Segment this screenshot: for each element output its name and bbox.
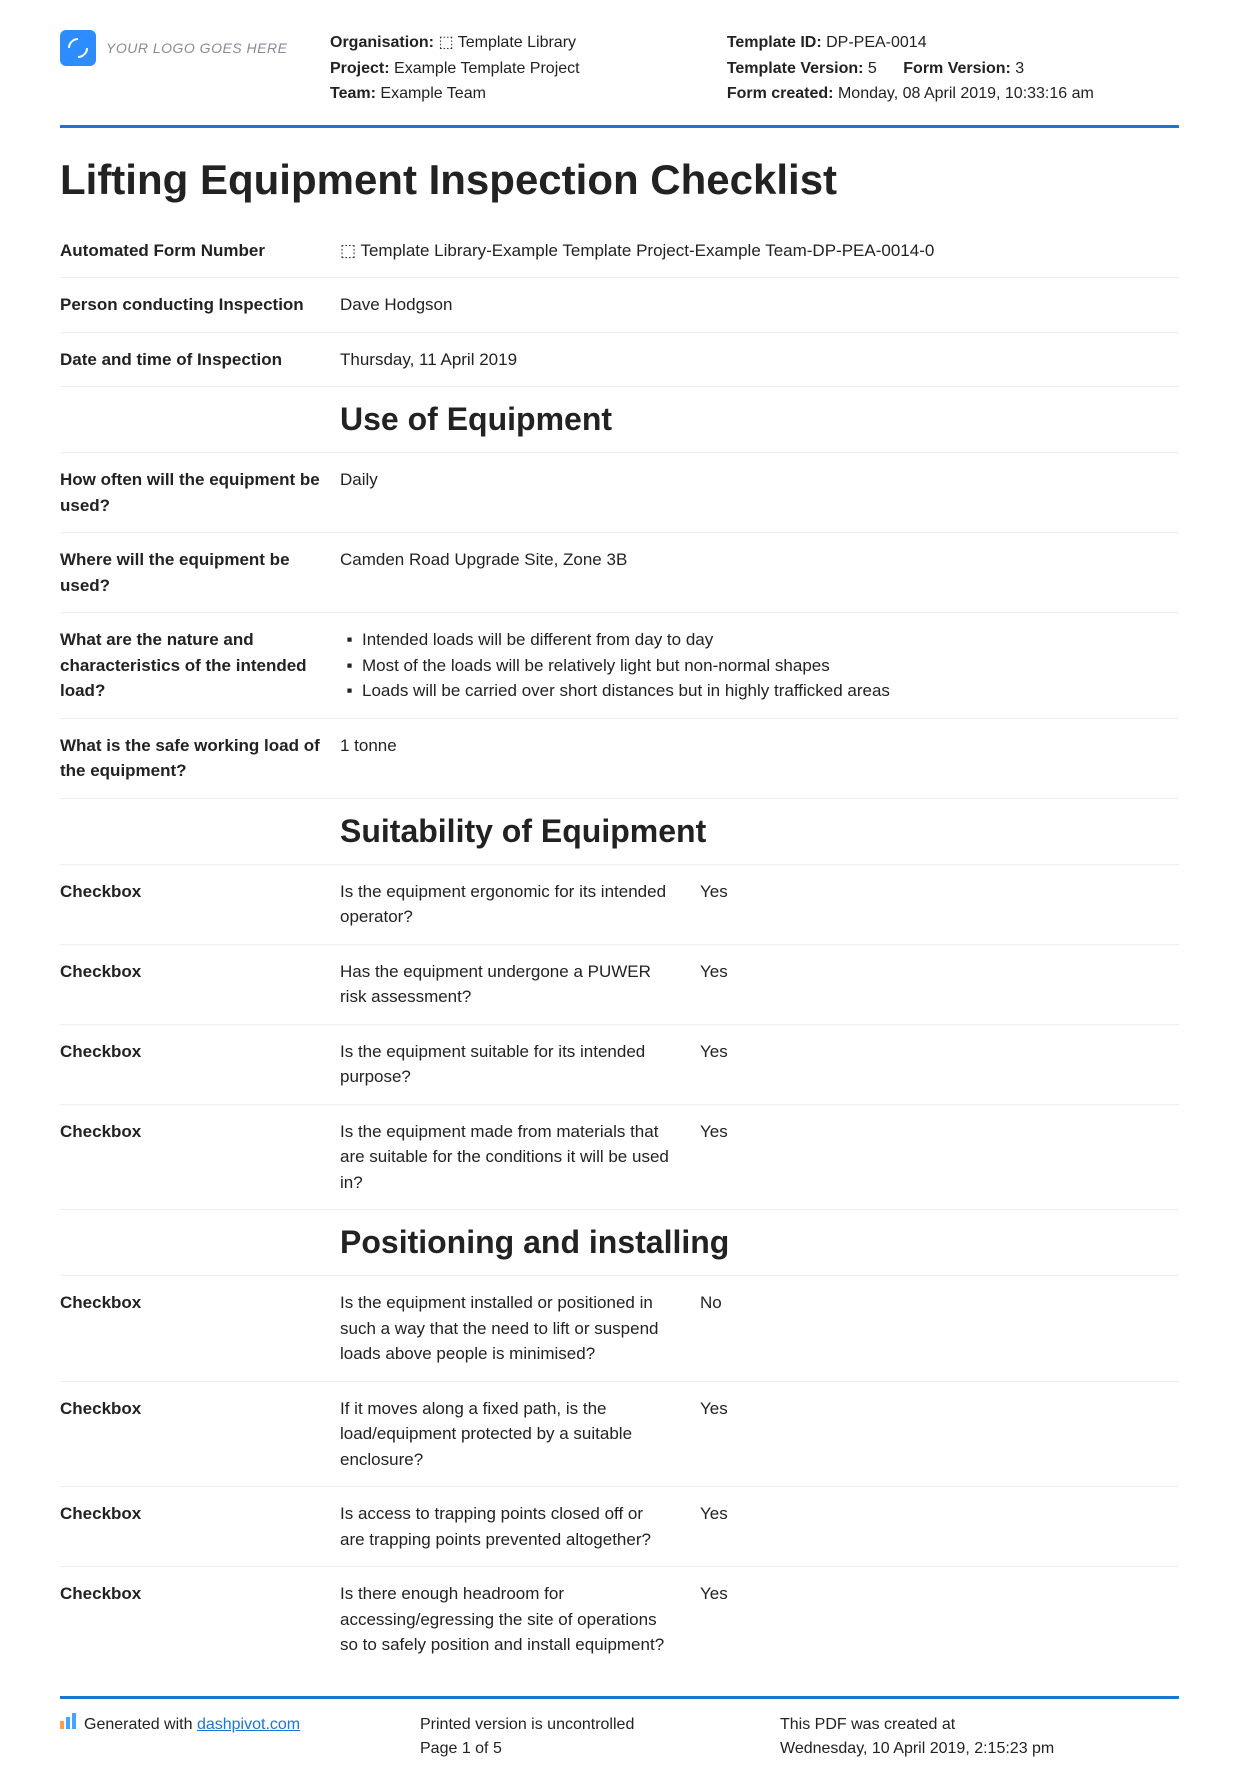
swl-value: 1 tonne (340, 733, 1179, 784)
team-label: Team: (330, 85, 376, 102)
datetime-label: Date and time of Inspection (60, 347, 340, 373)
suitability-row-3: Checkbox Is the equipment suitable for i… (60, 1025, 1179, 1105)
suitability-row-2: Checkbox Has the equipment undergone a P… (60, 945, 1179, 1025)
section-suitability-heading-row: Suitability of Equipment (60, 799, 1179, 865)
positioning-row-4: Checkbox Is there enough headroom for ac… (60, 1567, 1179, 1672)
positioning-a1: No (700, 1290, 1179, 1367)
template-version-label: Template Version: (727, 60, 864, 77)
logo-placeholder-text: YOUR LOGO GOES HERE (106, 40, 287, 56)
how-often-value: Daily (340, 467, 1179, 518)
form-number-label: Automated Form Number (60, 238, 340, 264)
suitability-row-4: Checkbox Is the equipment made from mate… (60, 1105, 1179, 1211)
field-nature: What are the nature and characteristics … (60, 613, 1179, 719)
nature-item-1: Intended loads will be different from da… (362, 627, 1179, 653)
nature-value: Intended loads will be different from da… (340, 627, 1179, 704)
suitability-a4: Yes (700, 1119, 1179, 1196)
checkbox-label: Checkbox (60, 1581, 340, 1658)
positioning-a3: Yes (700, 1501, 1179, 1552)
document-footer: Generated with dashpivot.com Printed ver… (60, 1696, 1179, 1761)
nature-item-2: Most of the loads will be relatively lig… (362, 653, 1179, 679)
bar-chart-icon (60, 1713, 76, 1729)
field-how-often: How often will the equipment be used? Da… (60, 453, 1179, 533)
positioning-q4: Is there enough headroom for accessing/e… (340, 1581, 700, 1658)
suitability-a1: Yes (700, 879, 1179, 930)
positioning-q2: If it moves along a fixed path, is the l… (340, 1396, 700, 1473)
checkbox-label: Checkbox (60, 1119, 340, 1196)
generated-prefix: Generated with (84, 1716, 197, 1733)
template-version-value: 5 (868, 60, 877, 77)
positioning-q1: Is the equipment installed or positioned… (340, 1290, 700, 1367)
document-header: YOUR LOGO GOES HERE Organisation: ⬚ Temp… (60, 30, 1179, 128)
where-label: Where will the equipment be used? (60, 547, 340, 598)
dashpivot-link[interactable]: dashpivot.com (197, 1716, 300, 1733)
positioning-a2: Yes (700, 1396, 1179, 1473)
person-value: Dave Hodgson (340, 292, 1179, 318)
form-version-label: Form Version: (903, 60, 1011, 77)
org-value: ⬚ Template Library (438, 34, 576, 51)
page-number: Page 1 of 5 (420, 1737, 780, 1761)
checkbox-label: Checkbox (60, 1396, 340, 1473)
template-id-value: DP-PEA-0014 (826, 34, 927, 51)
template-id-label: Template ID: (727, 34, 822, 51)
form-created-value: Monday, 08 April 2019, 10:33:16 am (838, 85, 1094, 102)
suitability-row-1: Checkbox Is the equipment ergonomic for … (60, 865, 1179, 945)
field-person: Person conducting Inspection Dave Hodgso… (60, 278, 1179, 333)
logo-icon (60, 30, 96, 66)
header-meta-right: Template ID: DP-PEA-0014 Template Versio… (727, 30, 1179, 107)
section-positioning-heading-row: Positioning and installing (60, 1210, 1179, 1276)
nature-item-3: Loads will be carried over short distanc… (362, 678, 1179, 704)
checkbox-label: Checkbox (60, 1501, 340, 1552)
suitability-q3: Is the equipment suitable for its intend… (340, 1039, 700, 1090)
datetime-value: Thursday, 11 April 2019 (340, 347, 1179, 373)
header-meta-left: Organisation: ⬚ Template Library Project… (330, 30, 707, 107)
field-datetime: Date and time of Inspection Thursday, 11… (60, 333, 1179, 388)
suitability-q4: Is the equipment made from materials tha… (340, 1119, 700, 1196)
pdf-created-label: This PDF was created at (780, 1713, 1179, 1737)
nature-list: Intended loads will be different from da… (340, 627, 1179, 704)
section-positioning-heading: Positioning and installing (340, 1224, 1179, 1261)
where-value: Camden Road Upgrade Site, Zone 3B (340, 547, 1179, 598)
positioning-row-3: Checkbox Is access to trapping points cl… (60, 1487, 1179, 1567)
checkbox-label: Checkbox (60, 1290, 340, 1367)
suitability-a3: Yes (700, 1039, 1179, 1090)
pdf-created-value: Wednesday, 10 April 2019, 2:15:23 pm (780, 1737, 1179, 1761)
fields-container: Automated Form Number ⬚ Template Library… (60, 224, 1179, 1672)
project-value: Example Template Project (394, 60, 580, 77)
project-label: Project: (330, 60, 390, 77)
nature-label: What are the nature and characteristics … (60, 627, 340, 704)
suitability-a2: Yes (700, 959, 1179, 1010)
checkbox-label: Checkbox (60, 959, 340, 1010)
checkbox-label: Checkbox (60, 879, 340, 930)
form-version-value: 3 (1015, 60, 1024, 77)
positioning-row-1: Checkbox Is the equipment installed or p… (60, 1276, 1179, 1382)
positioning-q3: Is access to trapping points closed off … (340, 1501, 700, 1552)
section-use-heading-row: Use of Equipment (60, 387, 1179, 453)
section-use-heading: Use of Equipment (340, 401, 1179, 438)
team-value: Example Team (380, 85, 486, 102)
positioning-a4: Yes (700, 1581, 1179, 1658)
positioning-row-2: Checkbox If it moves along a fixed path,… (60, 1382, 1179, 1488)
field-where: Where will the equipment be used? Camden… (60, 533, 1179, 613)
section-suitability-heading: Suitability of Equipment (340, 813, 1179, 850)
uncontrolled-text: Printed version is uncontrolled (420, 1713, 780, 1737)
document-page: YOUR LOGO GOES HERE Organisation: ⬚ Temp… (0, 0, 1239, 1781)
field-swl: What is the safe working load of the equ… (60, 719, 1179, 799)
page-title: Lifting Equipment Inspection Checklist (60, 156, 1179, 204)
how-often-label: How often will the equipment be used? (60, 467, 340, 518)
person-label: Person conducting Inspection (60, 292, 340, 318)
checkbox-label: Checkbox (60, 1039, 340, 1090)
org-label: Organisation: (330, 34, 434, 51)
swl-label: What is the safe working load of the equ… (60, 733, 340, 784)
form-created-label: Form created: (727, 85, 834, 102)
field-form-number: Automated Form Number ⬚ Template Library… (60, 224, 1179, 279)
suitability-q1: Is the equipment ergonomic for its inten… (340, 879, 700, 930)
logo-block: YOUR LOGO GOES HERE (60, 30, 310, 66)
suitability-q2: Has the equipment undergone a PUWER risk… (340, 959, 700, 1010)
form-number-value: ⬚ Template Library-Example Template Proj… (340, 238, 1179, 264)
